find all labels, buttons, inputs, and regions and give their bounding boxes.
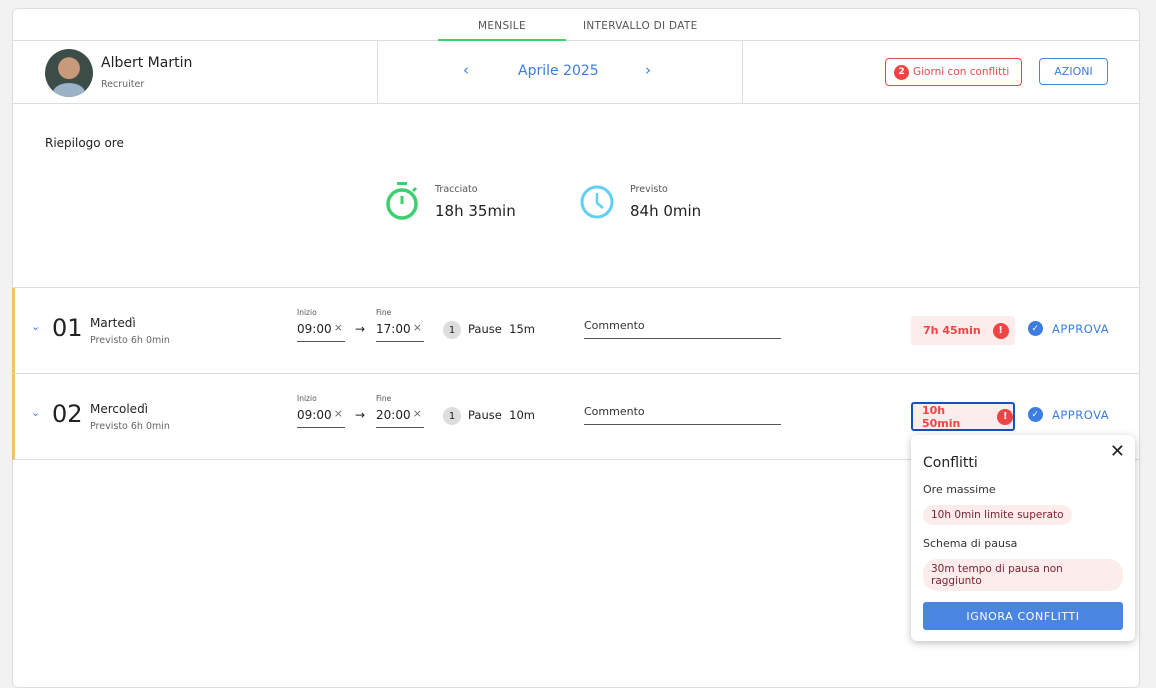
ignore-conflicts-button[interactable]: IGNORA CONFLITTI xyxy=(923,602,1123,630)
divider xyxy=(377,41,378,104)
total-hours-badge[interactable]: 10h 50min! xyxy=(911,402,1015,431)
planned-stat: Previsto 84h 0min xyxy=(580,182,701,226)
pause-info[interactable]: Pause 10m xyxy=(468,408,535,422)
clear-icon[interactable]: × xyxy=(412,321,422,334)
comment-input[interactable]: Commento xyxy=(584,405,781,425)
divider xyxy=(742,41,743,104)
start-value: 09:00 xyxy=(297,322,332,336)
period-label: Aprile 2025 xyxy=(518,63,599,79)
conflicts-popover: ✕ Conflitti Ore massime 10h 0min limite … xyxy=(911,435,1135,641)
day-row: ⌄ 02 Mercoledì Previsto 6h 0min Inizio 09… xyxy=(12,374,1139,460)
clear-icon[interactable]: × xyxy=(412,407,422,420)
pause-count-badge: 1 xyxy=(443,321,461,339)
end-time-field[interactable]: Fine 20:00 × xyxy=(376,394,424,428)
end-value: 20:00 xyxy=(376,408,411,422)
chevron-down-icon[interactable]: ⌄ xyxy=(31,320,41,333)
alert-icon: ! xyxy=(992,322,1009,339)
end-value: 17:00 xyxy=(376,322,411,336)
check-circle-icon: ✓ xyxy=(1028,321,1043,336)
approve-label: APPROVA xyxy=(1052,321,1110,336)
pause-value: 10m xyxy=(509,408,535,422)
stopwatch-icon xyxy=(386,182,418,220)
approve-button[interactable]: ✓ APPROVA xyxy=(1028,321,1109,336)
user-name: Albert Martin xyxy=(101,55,193,71)
arrow-right-icon: → xyxy=(355,322,366,336)
approve-button[interactable]: ✓ APPROVA xyxy=(1028,407,1109,422)
start-time-field[interactable]: Inizio 09:00 × xyxy=(297,308,345,342)
conflict-days-button[interactable]: 2 Giorni con conflitti xyxy=(885,58,1022,86)
tab-mensile[interactable]: MENSILE xyxy=(438,20,566,41)
pause-count-badge: 1 xyxy=(443,407,461,425)
chevron-down-icon[interactable]: ⌄ xyxy=(31,406,41,419)
end-label: Fine xyxy=(376,308,392,317)
check-circle-icon: ✓ xyxy=(1028,407,1043,422)
comment-input[interactable]: Commento xyxy=(584,319,781,339)
view-tabs: MENSILE INTERVALLO DI DATE xyxy=(13,9,1139,41)
total-hours: 10h 50min xyxy=(922,403,961,430)
conflict-message: 30m tempo di pausa non raggiunto xyxy=(923,559,1123,591)
end-label: Fine xyxy=(376,394,392,403)
conflict-section-title: Schema di pausa xyxy=(923,537,1018,550)
summary-title: Riepilogo ore xyxy=(45,136,124,150)
arrow-right-icon: → xyxy=(355,408,366,422)
pause-label: Pause xyxy=(468,322,502,336)
start-label: Inizio xyxy=(297,308,317,317)
planned-label: Previsto xyxy=(630,184,668,195)
day-planned: Previsto 6h 0min xyxy=(90,335,170,346)
conflict-days-label: Giorni con conflitti xyxy=(913,66,1010,78)
tab-intervallo-di-date[interactable]: INTERVALLO DI DATE xyxy=(583,20,698,32)
day-planned: Previsto 6h 0min xyxy=(90,421,170,432)
total-hours-badge[interactable]: 7h 45min! xyxy=(911,316,1015,345)
timesheet-card: MENSILE INTERVALLO DI DATE Albert Martin… xyxy=(12,8,1140,688)
actions-button[interactable]: AZIONI xyxy=(1039,58,1108,85)
tracked-value: 18h 35min xyxy=(435,202,516,220)
day-number: 01 xyxy=(52,314,83,342)
pause-label: Pause xyxy=(468,408,502,422)
user-role: Recruiter xyxy=(101,79,145,90)
day-name: Martedì xyxy=(90,316,136,330)
chevron-left-icon[interactable]: ‹ xyxy=(463,61,469,79)
hours-summary: Riepilogo ore Tracciato 18h 35min Previs… xyxy=(13,104,1139,288)
conflict-section-title: Ore massime xyxy=(923,483,996,496)
avatar xyxy=(45,49,93,97)
tracked-label: Tracciato xyxy=(435,184,478,195)
approve-label: APPROVA xyxy=(1052,407,1110,422)
clear-icon[interactable]: × xyxy=(333,321,343,334)
alert-icon: ! xyxy=(997,408,1013,425)
total-hours: 7h 45min xyxy=(923,324,981,337)
conflict-count-badge: 2 xyxy=(894,64,909,80)
clock-icon xyxy=(580,185,614,219)
day-row: ⌄ 01 Martedì Previsto 6h 0min Inizio 09:0… xyxy=(12,288,1139,374)
popover-title: Conflitti xyxy=(923,455,978,471)
end-time-field[interactable]: Fine 17:00 × xyxy=(376,308,424,342)
header: Albert Martin Recruiter ‹ Aprile 2025 › … xyxy=(13,41,1139,104)
tracked-stat: Tracciato 18h 35min xyxy=(385,182,516,226)
close-icon[interactable]: ✕ xyxy=(1109,441,1125,462)
start-label: Inizio xyxy=(297,394,317,403)
day-name: Mercoledì xyxy=(90,402,149,416)
chevron-right-icon[interactable]: › xyxy=(645,61,651,79)
day-number: 02 xyxy=(52,400,83,428)
planned-value: 84h 0min xyxy=(630,202,702,220)
pause-value: 15m xyxy=(509,322,535,336)
clear-icon[interactable]: × xyxy=(333,407,343,420)
start-time-field[interactable]: Inizio 09:00 × xyxy=(297,394,345,428)
start-value: 09:00 xyxy=(297,408,332,422)
conflict-message: 10h 0min limite superato xyxy=(923,505,1072,525)
pause-info[interactable]: Pause 15m xyxy=(468,322,535,336)
